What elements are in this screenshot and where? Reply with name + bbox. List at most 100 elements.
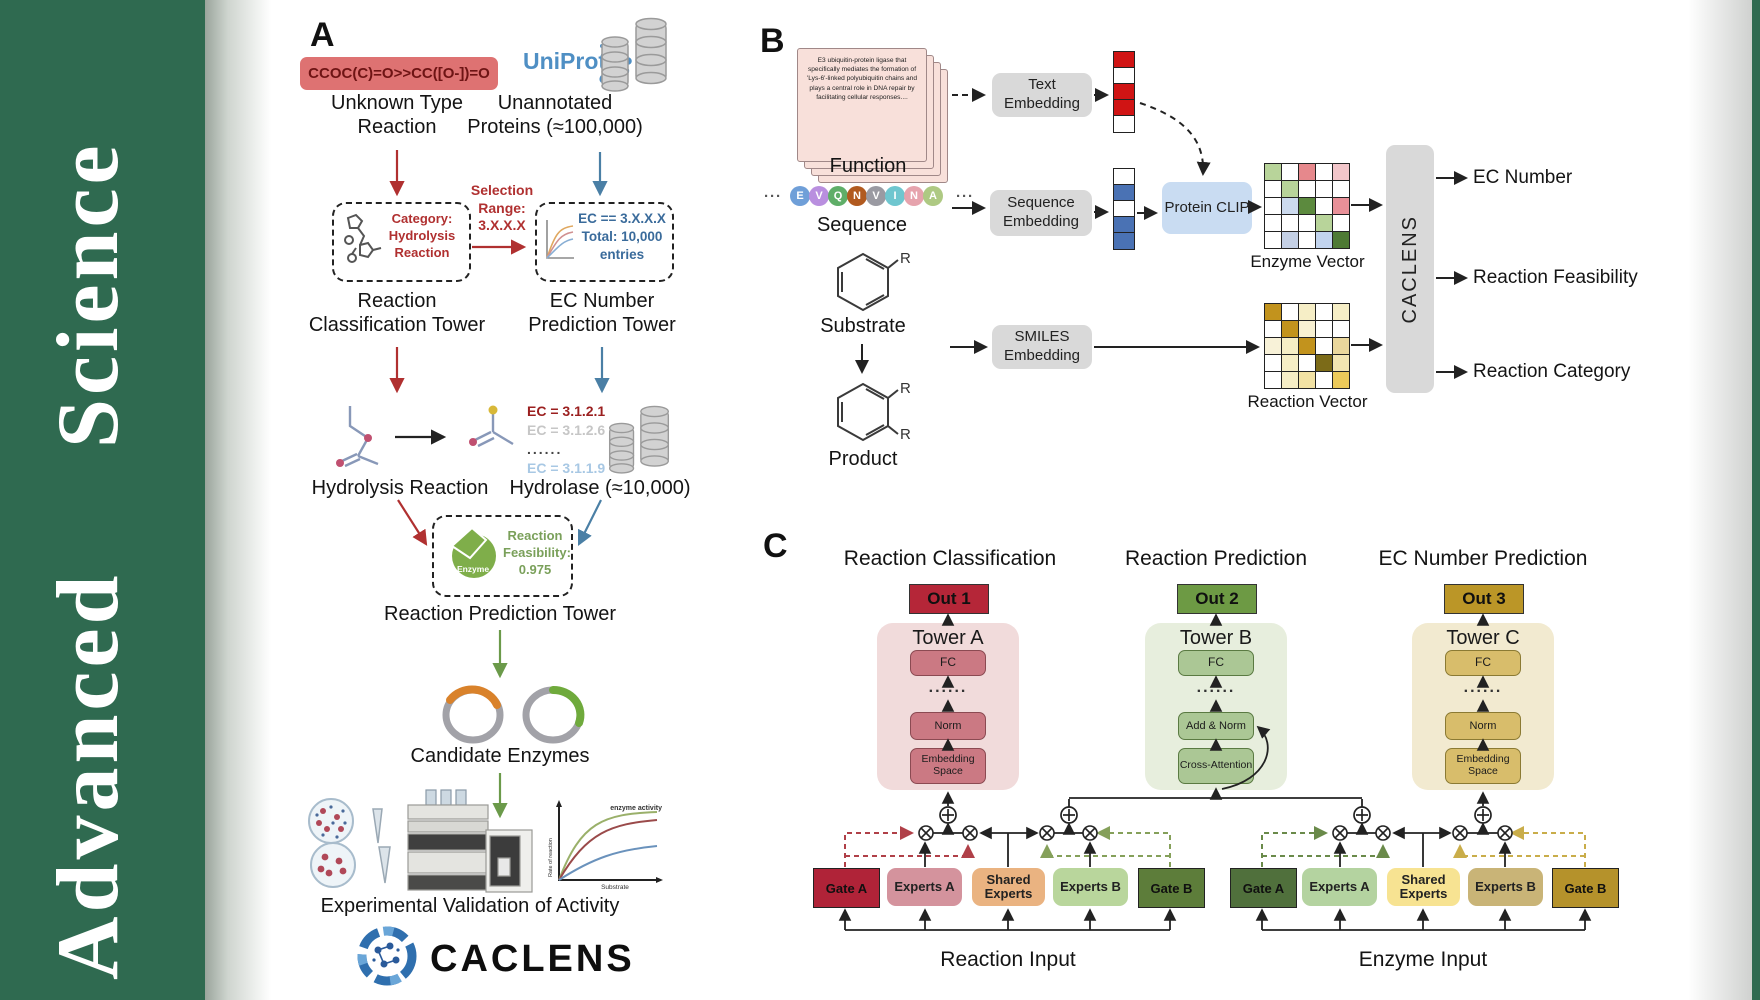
journal-sidebar: Advanced Science <box>0 0 205 1000</box>
protein-clip-box: Protein CLIP <box>1162 182 1252 234</box>
tower-a-embedding-space: Embedding Space <box>910 748 986 784</box>
ec-filter-label: EC == 3.X.X.X Total: 10,000 entries <box>578 211 666 263</box>
header-ec-number-prediction: EC Number Prediction <box>1378 547 1588 570</box>
reaction-vector-matrix <box>1263 302 1350 389</box>
page-edge-green-strip <box>1752 0 1760 1000</box>
residue-circle: E <box>790 186 810 206</box>
enzyme-badge-label: Enzyme <box>456 564 490 574</box>
residue-circle: Q <box>828 186 848 206</box>
out3-box: Out 3 <box>1444 584 1524 614</box>
text-embedding-box: Text Embedding <box>992 73 1092 117</box>
tower-b-fc: FC <box>1178 650 1254 676</box>
acetate-structure-icon <box>469 405 514 448</box>
classification-tower-label: Reaction Classification Tower <box>308 290 486 336</box>
enzyme-vector-label: Enzyme Vector <box>1250 252 1365 271</box>
ec-candidates-list: EC = 3.1.2.1 EC = 3.1.2.6 ...... EC = 3.… <box>527 403 606 476</box>
substrate-r-group-label: R <box>900 250 911 267</box>
panel-a-label: A <box>310 16 335 54</box>
experimental-validation-label: Experimental Validation of Activity <box>320 895 620 917</box>
tower-c-fc: FC <box>1445 650 1521 676</box>
text-embedding-vector <box>1113 51 1135 133</box>
journal-word-advanced: Advanced <box>40 571 137 981</box>
page-edge-shadow-left <box>205 0 271 1000</box>
tower-c: Tower C FC ...... Norm Embedding Space <box>1412 623 1554 790</box>
unknown-reaction-label: Unknown Type Reaction <box>331 92 463 138</box>
tower-b: Tower B FC ...... Add & Norm Cross-Atten… <box>1145 623 1287 790</box>
output-reaction-category: Reaction Category <box>1473 361 1631 382</box>
reaction-experts-b: Experts B <box>1053 868 1128 906</box>
hydrolase-database-icon <box>608 405 670 474</box>
sequence-embedding-vector <box>1113 168 1135 250</box>
residue-circle: V <box>866 186 886 206</box>
ester-structure-icon <box>336 406 379 468</box>
tower-c-embedding-space: Embedding Space <box>1445 748 1521 784</box>
sequence-ellipsis-right: ··· <box>956 188 974 205</box>
function-description-text: E3 ubiquitin-protein ligase that specifi… <box>806 57 918 101</box>
uniprot-logo: UniProt <box>523 48 607 74</box>
sum-node <box>939 806 1492 824</box>
header-reaction-classification: Reaction Classification <box>843 547 1057 570</box>
residue-circle: I <box>885 186 905 206</box>
plasmid-orange-icon <box>442 685 504 744</box>
enzyme-experts-b: Experts B <box>1468 868 1543 906</box>
reaction-prediction-tower-label: Reaction Prediction Tower <box>384 603 616 625</box>
molecules-icon <box>344 213 382 263</box>
reaction-classification-box <box>332 202 471 282</box>
hplc-instrument-icon <box>407 789 533 893</box>
smiles-embedding-box: SMILES Embedding <box>992 325 1092 369</box>
rate-of-reaction-axis-label: Rate of reaction <box>548 838 554 877</box>
product-benzene-icon <box>837 382 899 442</box>
output-ec-number: EC Number <box>1473 167 1573 188</box>
header-reaction-prediction: Reaction Prediction <box>1124 547 1308 570</box>
tower-b-cross-attention: Cross-Attention <box>1178 748 1254 784</box>
page-edge-shadow-right <box>1688 0 1752 1000</box>
sequence-ellipsis-left: ··· <box>764 188 782 205</box>
out1-box: Out 1 <box>909 584 989 614</box>
feasibility-score-label: Reaction Feasibility: 0.975 <box>503 528 571 577</box>
reaction-experts-a: Experts A <box>887 868 962 906</box>
tower-a: Tower A FC ...... Norm Embedding Space <box>877 623 1019 790</box>
tower-a-fc: FC <box>910 650 986 676</box>
residue-circle: N <box>847 186 867 206</box>
product-r-group-bottom-label: R <box>900 426 911 443</box>
enzyme-activity-plot <box>556 800 663 883</box>
tower-c-norm: Norm <box>1445 712 1521 740</box>
enzyme-icon <box>450 526 496 578</box>
tower-a-norm: Norm <box>910 712 986 740</box>
reaction-input-label: Reaction Input <box>940 948 1076 971</box>
product-label: Product <box>828 448 898 470</box>
output-reaction-feasibility: Reaction Feasibility <box>1473 267 1638 288</box>
amino-acid-sequence: E V Q N V I N A <box>790 186 950 206</box>
enzyme-input-label: Enzyme Input <box>1358 948 1488 971</box>
product-r-group-top-label: R <box>900 380 911 397</box>
caclens-brand-label: CACLENS <box>430 938 635 980</box>
residue-circle: N <box>904 186 924 206</box>
enzyme-shared-experts: Shared Experts <box>1387 868 1460 906</box>
hydrolysis-reaction-label: Hydrolysis Reaction <box>311 477 489 499</box>
tower-c-dots: ...... <box>1463 679 1503 696</box>
substrate-label: Substrate <box>820 315 906 337</box>
hydrolase-label: Hydrolase (≈10,000) <box>509 477 691 499</box>
enzyme-gate-b: Gate B <box>1552 868 1619 908</box>
tower-a-dots: ...... <box>928 679 968 696</box>
smiles-reaction-box: CCOC(C)=O>>CC([O-])=O <box>300 57 498 90</box>
substrate-benzene-icon <box>837 252 899 312</box>
protein-database-icon <box>601 17 667 92</box>
out2-box: Out 2 <box>1177 584 1257 614</box>
residue-circle: A <box>923 186 943 206</box>
sequence-label: Sequence <box>816 214 908 236</box>
enzyme-experts-a: Experts A <box>1302 868 1377 906</box>
reaction-feasibility-box <box>432 515 573 597</box>
function-label: Function <box>829 155 907 177</box>
enzyme-gate-a: Gate A <box>1230 868 1297 908</box>
ec-number-box <box>535 202 674 282</box>
cell-samples-icon <box>308 798 391 888</box>
reaction-gate-a: Gate A <box>813 868 880 908</box>
caclens-model-bar: CACLENS <box>1386 145 1434 393</box>
function-cards: E3 ubiquitin-protein ligase that specifi… <box>797 48 949 184</box>
caclens-logo-icon <box>357 926 417 986</box>
enzyme-vector-matrix <box>1263 162 1350 249</box>
mult-node <box>918 825 1513 841</box>
reaction-vector-label: Reaction Vector <box>1247 392 1368 411</box>
panel-c-label: C <box>763 527 788 565</box>
